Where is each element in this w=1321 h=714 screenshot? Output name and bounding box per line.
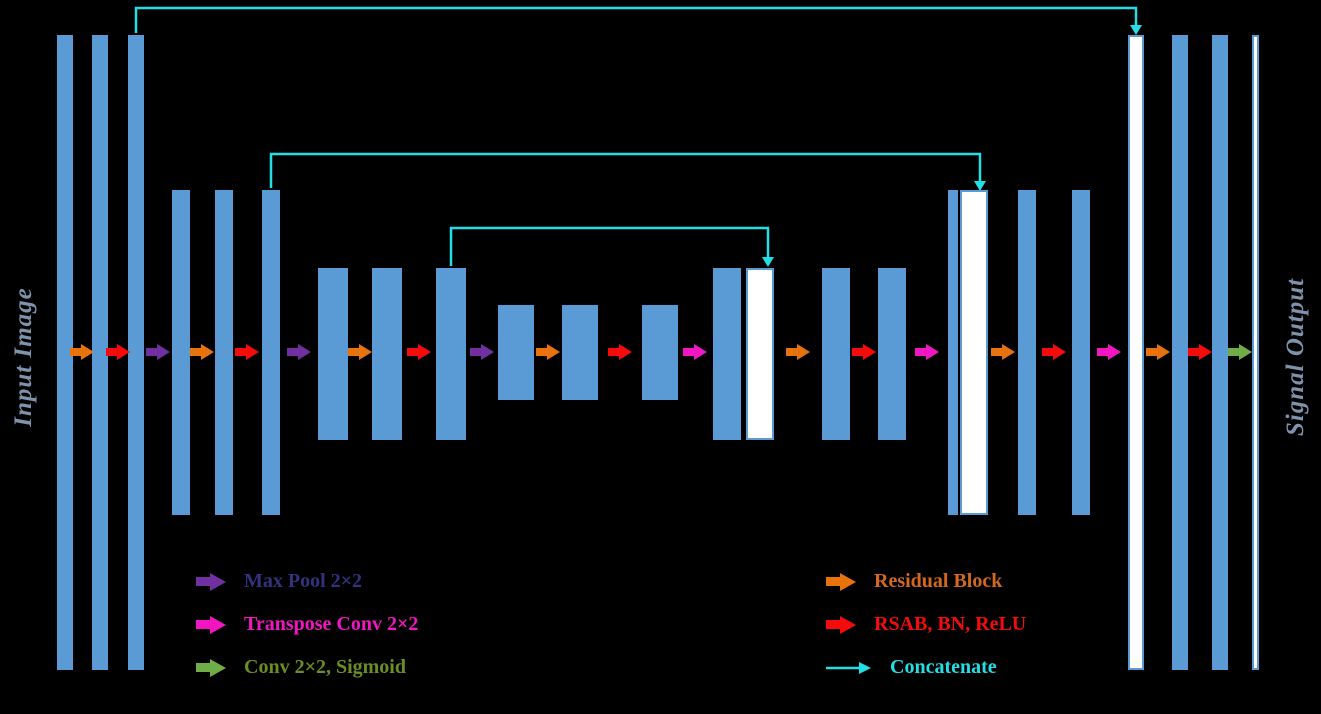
residual-arrow <box>348 344 372 360</box>
feature-map-bar <box>878 268 906 440</box>
signal-output-label: Signal Output <box>1282 277 1309 437</box>
feature-map-bar <box>498 305 534 400</box>
feature-map-bar <box>642 305 678 400</box>
feature-map-bar <box>1212 35 1228 670</box>
residual-arrow <box>536 344 560 360</box>
feature-map-bar <box>948 190 958 515</box>
feature-map-bar <box>1018 190 1036 515</box>
legend-item-residual: Residual Block <box>826 560 1026 603</box>
feature-map-bar <box>262 190 280 515</box>
feature-map-bar <box>172 190 190 515</box>
feature-map-bar <box>318 268 348 440</box>
feature-map-bar <box>128 35 144 670</box>
legend-right: Residual Block RSAB, BN, ReLU Concatenate <box>826 560 1026 689</box>
feature-map-bar <box>1072 190 1090 515</box>
feature-map-bar <box>1172 35 1188 670</box>
residual-arrow <box>190 344 214 360</box>
maxpool-arrow <box>146 344 170 360</box>
legend-label: Max Pool 2×2 <box>244 570 363 592</box>
maxpool-arrow <box>287 344 311 360</box>
rsab-arrow <box>852 344 876 360</box>
legend-item-rsab: RSAB, BN, ReLU <box>826 603 1026 646</box>
transpose-arrow <box>915 344 939 360</box>
rsab-arrow <box>1042 344 1066 360</box>
feature-map-bar <box>822 268 850 440</box>
residual-arrow <box>786 344 810 360</box>
residual-arrow <box>826 572 856 591</box>
residual-arrow <box>991 344 1015 360</box>
transpose-arrow <box>1097 344 1121 360</box>
concatenate-line <box>449 226 770 266</box>
maxpool-arrow <box>196 572 226 591</box>
feature-map-bar <box>562 305 598 400</box>
concatenate-arrowhead <box>1130 25 1142 35</box>
feature-map-bar <box>436 268 466 440</box>
transpose-arrow <box>196 615 226 634</box>
residual-arrow <box>1146 344 1170 360</box>
legend-label: Conv 2×2, Sigmoid <box>244 656 406 678</box>
legend-label: Residual Block <box>874 570 1003 592</box>
concatenate-legend-arrow <box>826 661 871 674</box>
feature-map-bar <box>713 268 741 440</box>
concatenate-line <box>269 152 982 188</box>
concatenate-arrowhead <box>762 257 774 267</box>
feature-map-bar <box>57 35 73 670</box>
legend-label: Transpose Conv 2×2 <box>244 613 419 635</box>
legend-item-sigmoid: Conv 2×2, Sigmoid <box>196 646 418 689</box>
concat-feature-map-bar <box>746 268 774 440</box>
concatenate-arrowhead <box>974 181 986 191</box>
legend-left: Max Pool 2×2 Transpose Conv 2×2 Conv 2×2, … <box>196 560 418 689</box>
feature-map-bar <box>92 35 108 670</box>
legend-item-maxpool: Max Pool 2×2 <box>196 560 418 603</box>
sigmoid-arrow <box>1228 344 1252 360</box>
maxpool-arrow <box>470 344 494 360</box>
legend-item-concat: Concatenate <box>826 646 1026 689</box>
sigmoid-arrow <box>196 658 226 677</box>
feature-map-bar <box>372 268 402 440</box>
legend-label: RSAB, BN, ReLU <box>874 613 1027 635</box>
concat-feature-map-bar <box>1252 35 1259 670</box>
rsab-arrow <box>407 344 431 360</box>
rsab-arrow <box>106 344 130 360</box>
rsab-arrow <box>826 615 856 634</box>
transpose-arrow <box>683 344 707 360</box>
concat-feature-map-bar <box>960 190 988 515</box>
concat-feature-map-bar <box>1128 35 1144 670</box>
legend-label: Concatenate <box>890 656 997 678</box>
rsab-arrow <box>1188 344 1212 360</box>
input-image-label: Input Image <box>10 287 37 427</box>
concatenate-line <box>134 6 1138 33</box>
rsab-arrow <box>235 344 259 360</box>
residual-arrow <box>70 344 94 360</box>
legend-item-transpose: Transpose Conv 2×2 <box>196 603 418 646</box>
feature-map-bar <box>215 190 233 515</box>
rsab-arrow <box>608 344 632 360</box>
